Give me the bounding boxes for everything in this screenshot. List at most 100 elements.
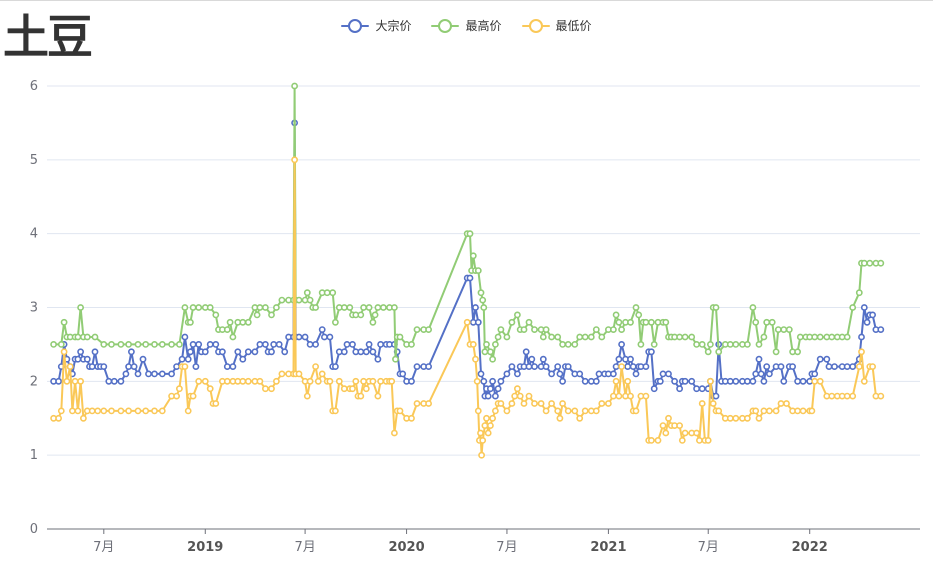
data-point-1: [60, 318, 68, 326]
data-point-2: [473, 377, 481, 385]
data-point-2: [278, 370, 286, 378]
data-point-1: [866, 259, 874, 267]
data-point-0: [91, 348, 99, 356]
data-point-0: [100, 363, 108, 370]
data-point-0: [542, 363, 550, 370]
data-point-2: [511, 392, 519, 400]
data-point-0: [312, 340, 319, 348]
data-point-2: [752, 407, 760, 415]
data-point-2: [556, 414, 564, 422]
data-point-1: [142, 340, 150, 348]
data-point-1: [571, 340, 579, 348]
legend-item-bulk-price[interactable]: 大宗价: [341, 17, 411, 34]
data-point-1: [559, 340, 566, 348]
y-tick-label: 2: [30, 374, 38, 389]
data-point-2: [88, 407, 96, 415]
data-point-1: [168, 340, 175, 348]
data-point-2: [184, 407, 192, 415]
data-point-0: [539, 355, 547, 363]
data-point-2: [564, 407, 572, 415]
data-point-1: [497, 326, 505, 333]
data-point-2: [799, 407, 807, 415]
legend-item-lowest-price[interactable]: 最低价: [521, 17, 592, 34]
legend-label-highest-price: 最高价: [465, 19, 502, 33]
data-point-1: [256, 304, 264, 311]
data-point-1: [57, 340, 65, 348]
y-tick-label: 3: [30, 301, 38, 316]
data-point-0: [528, 355, 536, 363]
data-point-2: [335, 377, 343, 385]
data-point-2: [369, 377, 377, 385]
data-point-1: [390, 304, 398, 311]
data-point-2: [408, 414, 415, 422]
data-point-0: [484, 392, 492, 400]
data-point-0: [525, 363, 533, 370]
data-point-2: [508, 400, 516, 407]
data-point-2: [693, 429, 700, 437]
data-point-1: [108, 340, 115, 348]
data-point-1: [189, 304, 197, 311]
data-point-0: [693, 385, 700, 393]
data-point-2: [598, 400, 606, 407]
data-point-0: [799, 377, 807, 385]
data-point-1: [732, 340, 740, 348]
data-point-2: [581, 407, 589, 415]
data-point-1: [396, 333, 404, 341]
data-point-2: [877, 392, 885, 400]
data-point-0: [251, 348, 259, 356]
data-point-2: [74, 407, 82, 415]
data-point-1: [744, 340, 751, 348]
data-point-0: [494, 385, 502, 393]
data-point-0: [688, 377, 696, 385]
data-point-0: [554, 363, 562, 370]
data-point-0: [581, 377, 589, 385]
data-point-0: [514, 370, 521, 378]
data-point-0: [744, 377, 751, 385]
data-point-2: [760, 407, 768, 415]
data-point-2: [858, 348, 865, 356]
data-point-1: [581, 333, 589, 341]
data-point-0: [757, 370, 765, 378]
data-point-1: [323, 289, 331, 297]
data-point-1: [780, 326, 788, 333]
data-point-1: [91, 333, 99, 341]
data-point-0: [472, 304, 479, 311]
data-point-1: [392, 355, 399, 363]
data-point-2: [244, 377, 252, 385]
data-point-2: [390, 429, 398, 437]
data-point-2: [610, 392, 617, 400]
data-point-1: [50, 340, 57, 348]
data-point-2: [489, 414, 496, 422]
data-point-2: [491, 407, 499, 415]
data-point-2: [377, 377, 384, 385]
data-point-1: [195, 304, 203, 311]
data-point-1: [206, 304, 214, 311]
data-point-2: [520, 400, 528, 407]
data-point-2: [295, 370, 303, 378]
data-point-2: [206, 385, 214, 393]
legend-label-lowest-price: 最低价: [555, 19, 592, 33]
data-point-1: [306, 296, 314, 304]
data-point-0: [474, 318, 482, 326]
data-point-0: [816, 355, 824, 363]
data-point-2: [349, 385, 356, 393]
data-point-1: [768, 318, 776, 326]
data-point-2: [843, 392, 851, 400]
data-point-2: [181, 363, 189, 370]
data-point-2: [125, 407, 133, 415]
legend-item-highest-price[interactable]: 最高价: [431, 17, 502, 34]
data-point-0: [105, 377, 113, 385]
data-point-1: [774, 326, 782, 333]
data-point-2: [537, 400, 545, 407]
data-point-1: [662, 318, 670, 326]
data-point-2: [239, 377, 247, 385]
data-point-2: [497, 400, 505, 407]
data-point-1: [816, 333, 824, 341]
data-point-1: [477, 289, 485, 297]
data-point-0: [681, 377, 689, 385]
data-point-0: [365, 340, 373, 348]
data-point-0: [777, 363, 785, 370]
data-point-1: [186, 318, 194, 326]
data-point-2: [77, 377, 84, 385]
data-point-2: [173, 392, 180, 400]
